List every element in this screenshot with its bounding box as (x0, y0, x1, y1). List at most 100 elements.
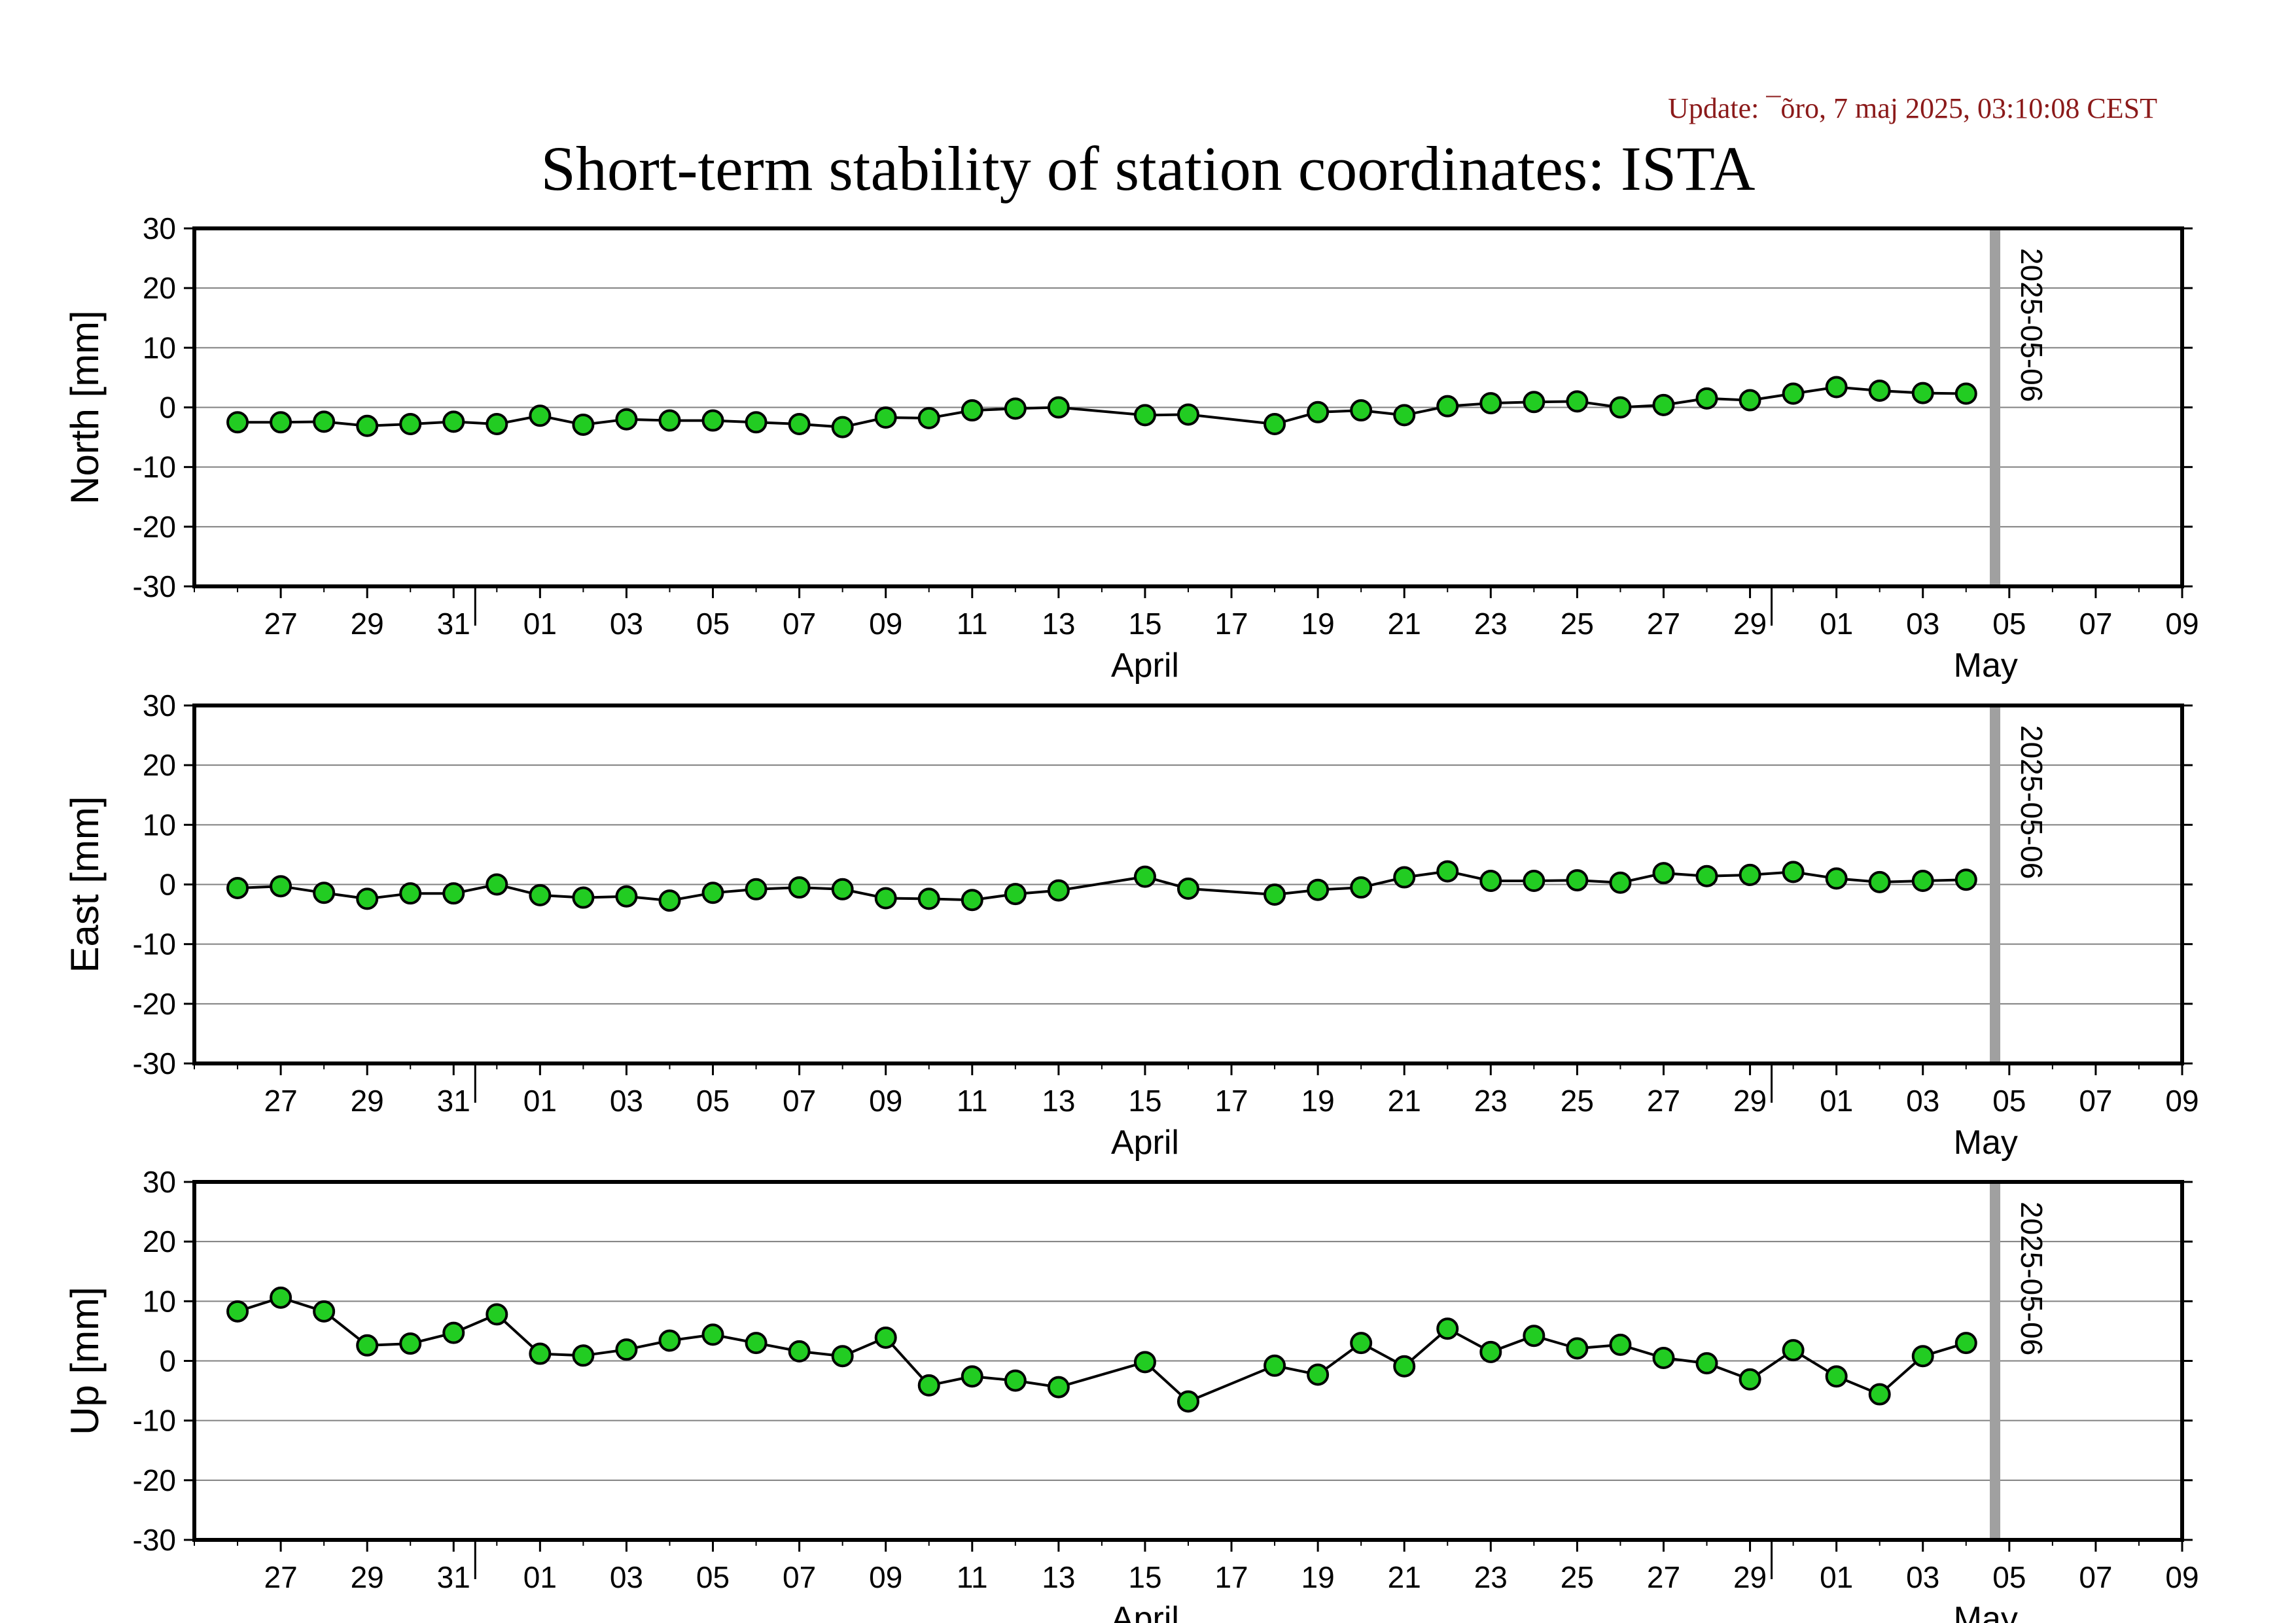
x-tick-label: 15 (1128, 607, 1161, 641)
data-point (1954, 1332, 1977, 1355)
x-tick-label: 29 (1733, 1084, 1767, 1118)
data-point (1047, 1376, 1070, 1399)
y-tick-label: -30 (133, 569, 176, 603)
x-tick-label: 05 (1992, 607, 2026, 641)
data-point (1954, 382, 1977, 405)
data-point (1004, 397, 1027, 420)
data-point (1825, 376, 1848, 399)
data-point (1263, 413, 1286, 436)
data-point (615, 885, 638, 908)
data-point (1695, 1352, 1718, 1375)
panel-3: 30 20 10 0 -10 -20 -30 Up [mm] 2025-05-06 27 29 31 0… (63, 1165, 2199, 1623)
x-tick-label: 09 (869, 607, 902, 641)
x-tick-label: 29 (351, 607, 384, 641)
data-point (1004, 883, 1027, 906)
data-point (442, 1321, 465, 1344)
x-tick-label: 27 (264, 1084, 298, 1118)
data-point (1695, 387, 1718, 410)
data-point (486, 873, 508, 896)
data-point (1307, 401, 1330, 423)
data-point (529, 1342, 552, 1365)
x-tick-label: 09 (869, 1560, 902, 1594)
y-axis-label: Up [mm] (63, 1287, 107, 1435)
data-point (1566, 869, 1589, 892)
x-tick-label: 03 (1906, 1560, 1939, 1594)
x-tick-label: 07 (783, 1560, 816, 1594)
data-point (1047, 396, 1070, 419)
y-tick-label: -20 (133, 987, 176, 1021)
x-tick-label: 29 (351, 1560, 384, 1594)
y-tick-label: 0 (159, 1344, 176, 1378)
x-tick-label: 21 (1388, 1084, 1421, 1118)
data-point (1177, 877, 1199, 900)
data-point (1436, 395, 1459, 418)
data-point (1307, 1363, 1330, 1386)
data-point (1695, 865, 1718, 887)
data-point (1911, 870, 1934, 893)
data-point (745, 1332, 768, 1355)
today-marker-label: 2025-05-06 (2015, 248, 2049, 402)
data-point (1782, 1339, 1805, 1362)
y-tick-label: 20 (143, 1224, 176, 1258)
data-point (1652, 1346, 1675, 1369)
y-tick-label: 30 (143, 1165, 176, 1199)
y-tick-label: 0 (159, 391, 176, 425)
data-point (1393, 866, 1416, 889)
data-point (831, 878, 854, 901)
data-point (572, 413, 595, 436)
data-point (1350, 1332, 1373, 1355)
data-point (658, 889, 681, 912)
x-tick-label: 07 (2079, 1560, 2112, 1594)
x-tick-label: 19 (1301, 1560, 1335, 1594)
x-tick-label: 31 (437, 1084, 470, 1118)
data-point (961, 1365, 983, 1388)
x-tick-label: 25 (1561, 607, 1594, 641)
x-tick-label: 05 (696, 1560, 730, 1594)
data-point (1739, 389, 1761, 412)
data-point (270, 1286, 292, 1309)
y-axis-label: North [mm] (63, 310, 107, 505)
month-label: April (1111, 647, 1179, 685)
chart-title: Short-term stability of station coordina… (540, 134, 1756, 204)
data-point (788, 876, 811, 899)
data-point (399, 882, 422, 905)
data-point (1393, 404, 1416, 427)
data-point (961, 399, 983, 422)
y-tick-label: 0 (159, 868, 176, 902)
x-tick-label: 29 (1733, 1560, 1767, 1594)
month-label: May (1954, 1600, 2018, 1623)
x-tick-label: 31 (437, 1560, 470, 1594)
data-point (399, 1332, 422, 1355)
data-point (356, 887, 379, 910)
data-point (1479, 1340, 1502, 1363)
y-tick-label: 30 (143, 688, 176, 722)
data-point (1609, 1333, 1632, 1356)
month-label: April (1111, 1600, 1179, 1623)
data-point (572, 1344, 595, 1367)
data-point (1523, 391, 1545, 414)
data-point (1868, 1383, 1891, 1406)
y-tick-label: 10 (143, 1284, 176, 1318)
data-point (1523, 870, 1545, 893)
data-point (1825, 1365, 1848, 1388)
x-tick-label: 13 (1042, 607, 1075, 641)
data-point (1609, 396, 1632, 419)
data-point (399, 413, 422, 436)
x-tick-label: 01 (523, 1560, 557, 1594)
data-point (615, 1338, 638, 1361)
data-point (313, 882, 336, 904)
data-point (486, 413, 508, 436)
data-point (745, 878, 768, 901)
data-point (1782, 861, 1805, 883)
data-point (1479, 392, 1502, 415)
data-point (1047, 879, 1070, 902)
data-point (917, 887, 940, 910)
x-tick-label: 05 (1992, 1560, 2026, 1594)
data-point (788, 1340, 811, 1363)
x-tick-label: 03 (1906, 1084, 1939, 1118)
data-point (1868, 379, 1891, 402)
data-point (1263, 883, 1286, 906)
y-tick-label: 10 (143, 808, 176, 842)
x-tick-label: 07 (783, 1084, 816, 1118)
